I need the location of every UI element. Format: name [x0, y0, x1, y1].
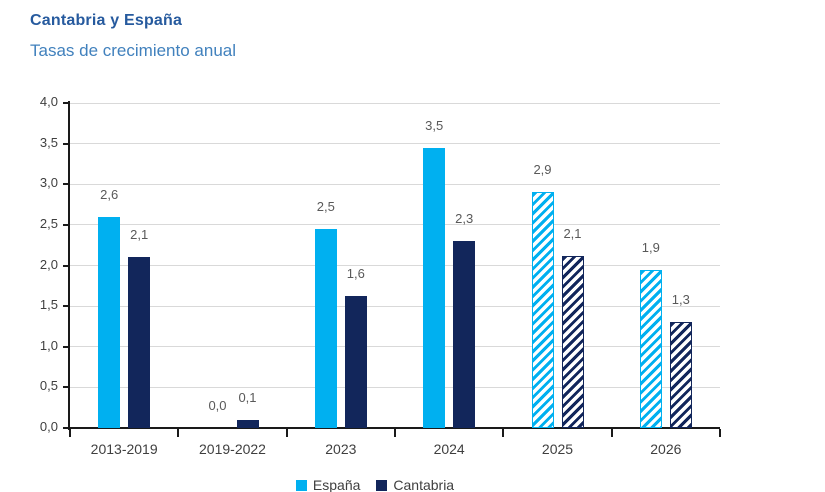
legend-item: Cantabria	[376, 476, 454, 492]
bar-espana	[423, 148, 446, 428]
category-label: 2013-2019	[90, 441, 158, 457]
y-tick-mark	[63, 142, 70, 145]
y-tick-mark	[63, 305, 70, 308]
y-tick-mark	[63, 264, 70, 267]
bar-cantabria	[128, 257, 151, 428]
bar-value-label: 1,3	[671, 292, 690, 307]
gridline	[70, 305, 720, 307]
category-label: 2025	[541, 441, 574, 457]
y-tick-label: 3,5	[39, 134, 58, 150]
bar-value-label: 2,5	[316, 199, 335, 214]
x-tick-mark	[719, 429, 721, 437]
y-tick-label: 2,5	[39, 215, 58, 231]
bar-value-label: 2,6	[100, 187, 119, 202]
y-tick-label: 2,0	[39, 256, 58, 272]
bar-value-label: 2,1	[130, 227, 149, 242]
y-tick-label: 1,5	[39, 297, 58, 313]
y-tick-label: 3,0	[39, 175, 58, 191]
x-tick-mark	[69, 429, 71, 437]
gridline	[70, 386, 720, 388]
x-axis-line	[68, 427, 720, 429]
legend: España Cantabria	[50, 476, 700, 492]
category-label: 2026	[650, 441, 682, 457]
chart-title: Cantabria y España	[30, 12, 183, 29]
bar-cantabria	[236, 420, 259, 428]
bar-value-label: 2,1	[563, 226, 582, 241]
legend-item: España	[295, 476, 361, 492]
y-tick-mark	[63, 386, 70, 389]
legend-label: Cantabria	[393, 477, 455, 492]
bar-value-label: 0,0	[208, 398, 227, 413]
bar-value-label: 1,9	[641, 240, 660, 255]
y-tick-label: 0,0	[39, 419, 58, 434]
bar-value-label: 2,3	[455, 211, 474, 226]
bar-cantabria-forecast	[669, 322, 692, 428]
bar-value-label: 2,9	[533, 162, 552, 177]
gridline	[70, 102, 720, 104]
legend-swatch-espana	[295, 479, 307, 491]
category-label: 2023	[325, 441, 357, 457]
bar-espana-forecast	[639, 270, 662, 428]
y-tick-mark	[63, 345, 70, 348]
gridline	[70, 143, 720, 145]
x-tick-mark	[610, 429, 613, 437]
bar-espana	[314, 229, 337, 428]
gridline	[70, 183, 720, 185]
y-tick-label: 0,5	[39, 378, 58, 394]
bar-value-label: 1,6	[346, 266, 365, 281]
y-tick-mark	[63, 223, 70, 226]
y-tick-label: 1,0	[39, 337, 58, 353]
x-tick-mark	[394, 429, 396, 437]
x-tick-mark	[502, 429, 505, 437]
gridline	[70, 346, 720, 348]
y-tick-label: 4,0	[39, 94, 58, 109]
x-tick-mark	[285, 429, 288, 437]
category-label: 2024	[433, 441, 465, 457]
bar-cantabria	[453, 241, 476, 428]
legend-label: España	[312, 477, 361, 492]
bar-cantabria-forecast	[561, 256, 584, 428]
y-tick-mark	[63, 183, 70, 186]
gridline	[70, 265, 720, 266]
bar-espana	[98, 217, 121, 428]
y-tick-mark	[63, 427, 70, 429]
x-tick-mark	[177, 429, 180, 437]
y-axis-line	[68, 101, 70, 430]
y-tick-mark	[63, 102, 70, 104]
bar-cantabria	[344, 296, 367, 428]
gridline	[70, 224, 720, 226]
bar-value-label: 0,1	[238, 390, 257, 405]
category-label: 2019-2022	[199, 441, 266, 457]
bar-espana-forecast	[531, 192, 554, 428]
chart-subtitle: Tasas de crecimiento anual	[30, 41, 237, 60]
legend-swatch-cantabria	[376, 479, 388, 491]
bar-value-label: 3,5	[425, 118, 444, 133]
